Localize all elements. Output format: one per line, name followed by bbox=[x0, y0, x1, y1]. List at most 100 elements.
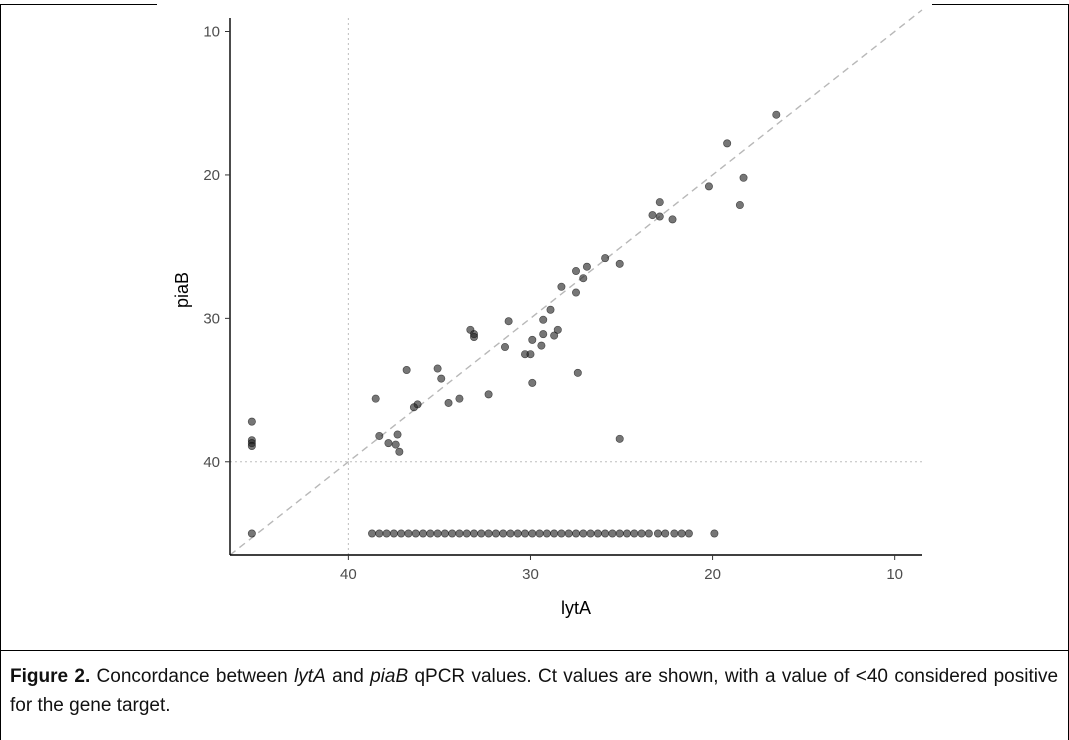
data-point bbox=[539, 315, 548, 324]
data-point bbox=[723, 139, 732, 148]
data-point bbox=[648, 211, 657, 220]
data-point bbox=[546, 305, 555, 314]
data-point bbox=[382, 529, 391, 538]
data-point bbox=[521, 529, 530, 538]
data-point bbox=[371, 394, 380, 403]
data-point bbox=[553, 325, 562, 334]
frame-border-left bbox=[0, 4, 1, 740]
data-point bbox=[593, 529, 602, 538]
caption-gene-lytA: lytA bbox=[294, 666, 326, 687]
data-point bbox=[571, 288, 580, 297]
data-point bbox=[684, 529, 693, 538]
data-point bbox=[557, 282, 566, 291]
data-point bbox=[437, 374, 446, 383]
data-point bbox=[504, 317, 513, 326]
data-point bbox=[550, 529, 559, 538]
x-tick-label: 10 bbox=[886, 566, 903, 583]
data-point bbox=[411, 529, 420, 538]
data-point bbox=[391, 440, 400, 449]
data-point bbox=[375, 529, 384, 538]
data-point bbox=[537, 341, 546, 350]
frame-border-top-right bbox=[932, 4, 1069, 5]
data-point bbox=[247, 441, 256, 450]
identity-diagonal-line bbox=[229, 9, 923, 556]
points-layer bbox=[247, 110, 781, 538]
data-point bbox=[440, 529, 449, 538]
caption-gene-piaB: piaB bbox=[370, 666, 409, 687]
data-point bbox=[448, 529, 457, 538]
frame-border-top-left bbox=[0, 4, 157, 5]
data-point bbox=[579, 529, 588, 538]
data-point bbox=[477, 529, 486, 538]
data-point bbox=[615, 529, 624, 538]
data-point bbox=[644, 529, 653, 538]
data-point bbox=[528, 335, 537, 344]
data-point bbox=[499, 529, 508, 538]
data-point bbox=[455, 529, 464, 538]
y-axis-title: piaB bbox=[172, 272, 192, 308]
data-point bbox=[573, 368, 582, 377]
data-point bbox=[395, 447, 404, 456]
data-point bbox=[539, 330, 548, 339]
caption-text-2: and bbox=[325, 666, 371, 687]
figure-caption: Figure 2. Concordance between lytA and p… bbox=[10, 662, 1058, 720]
data-point bbox=[661, 529, 670, 538]
data-point bbox=[500, 343, 509, 352]
data-point bbox=[550, 331, 559, 340]
data-point bbox=[677, 529, 686, 538]
data-point bbox=[528, 529, 537, 538]
data-point bbox=[704, 182, 713, 191]
data-point bbox=[608, 529, 617, 538]
data-point bbox=[462, 529, 471, 538]
data-point bbox=[470, 332, 479, 341]
data-point bbox=[368, 529, 377, 538]
data-point bbox=[601, 254, 610, 263]
data-point bbox=[384, 439, 393, 448]
data-point bbox=[397, 529, 406, 538]
data-point bbox=[601, 529, 610, 538]
data-point bbox=[528, 378, 537, 387]
data-point bbox=[739, 173, 748, 182]
data-point bbox=[470, 529, 479, 538]
data-point bbox=[586, 529, 595, 538]
x-tick-label: 20 bbox=[704, 566, 721, 583]
data-point bbox=[655, 212, 664, 221]
data-point bbox=[670, 529, 679, 538]
data-point bbox=[735, 201, 744, 210]
data-point bbox=[637, 529, 646, 538]
y-tick-label: 10 bbox=[203, 24, 220, 41]
x-tick-label: 30 bbox=[522, 566, 539, 583]
data-point bbox=[404, 529, 413, 538]
data-point bbox=[655, 198, 664, 207]
scatter-chart: 40 30 20 10 10 20 30 40 lytA piaB bbox=[172, 9, 923, 618]
data-point bbox=[419, 529, 428, 538]
data-point bbox=[506, 529, 515, 538]
data-point bbox=[433, 364, 442, 373]
y-tick-label: 40 bbox=[203, 454, 220, 471]
caption-figure-label: Figure 2. bbox=[10, 666, 91, 687]
data-point bbox=[409, 403, 418, 412]
data-point bbox=[622, 529, 631, 538]
data-point bbox=[389, 529, 398, 538]
data-point bbox=[542, 529, 551, 538]
data-point bbox=[668, 215, 677, 224]
data-point bbox=[426, 529, 435, 538]
ticks-layer: 40 30 20 10 10 20 30 40 bbox=[203, 24, 903, 583]
data-point bbox=[393, 430, 402, 439]
data-point bbox=[579, 274, 588, 283]
data-point bbox=[571, 529, 580, 538]
data-point bbox=[630, 529, 639, 538]
data-point bbox=[526, 350, 535, 359]
caption-box bbox=[0, 650, 1068, 740]
data-point bbox=[557, 529, 566, 538]
x-axis-title: lytA bbox=[561, 598, 591, 618]
data-point bbox=[535, 529, 544, 538]
data-point bbox=[710, 529, 719, 538]
data-point bbox=[582, 262, 591, 271]
data-point bbox=[615, 434, 624, 443]
data-point bbox=[247, 529, 256, 538]
data-point bbox=[491, 529, 500, 538]
data-point bbox=[772, 110, 781, 119]
data-point bbox=[653, 529, 662, 538]
data-point bbox=[247, 417, 256, 426]
